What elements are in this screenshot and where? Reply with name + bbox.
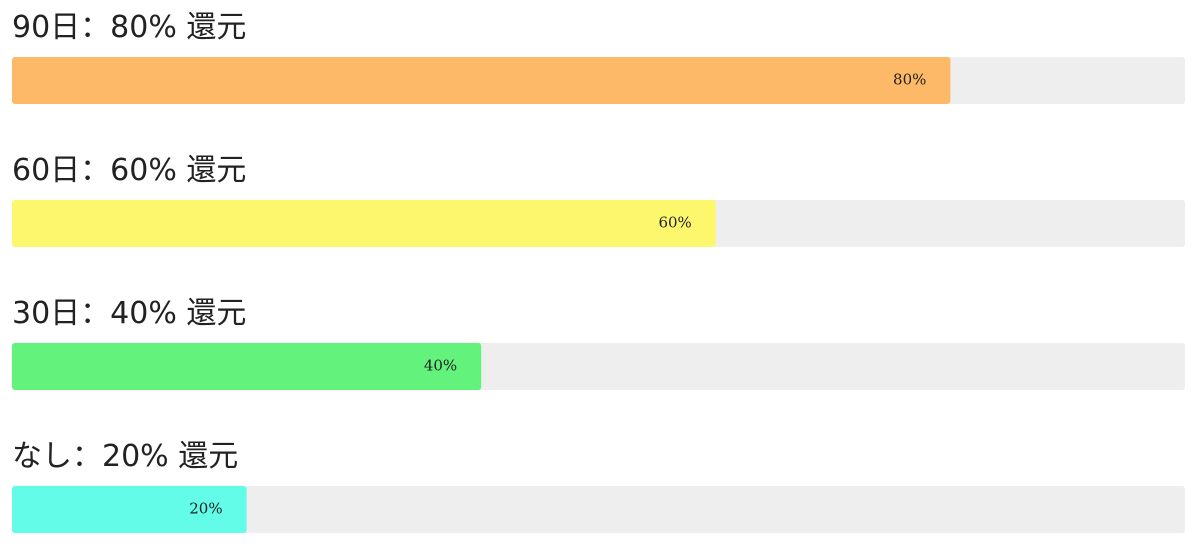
progress-value: 20% xyxy=(189,500,222,518)
progress-fill xyxy=(12,57,951,104)
progress-value: 80% xyxy=(893,71,926,89)
progress-fill xyxy=(12,486,247,533)
progress-fill xyxy=(12,200,716,247)
progress-label: なし：20% 還元 xyxy=(12,439,238,474)
progress-fill xyxy=(12,343,482,390)
progress-label: 60日：60% 還元 xyxy=(12,153,246,188)
progress-value: 40% xyxy=(424,357,457,375)
progress-label: 90日：80% 還元 xyxy=(12,10,246,45)
progress-value: 60% xyxy=(658,214,691,232)
progress-track xyxy=(12,486,1185,533)
progress-label: 30日：40% 還元 xyxy=(12,296,246,331)
